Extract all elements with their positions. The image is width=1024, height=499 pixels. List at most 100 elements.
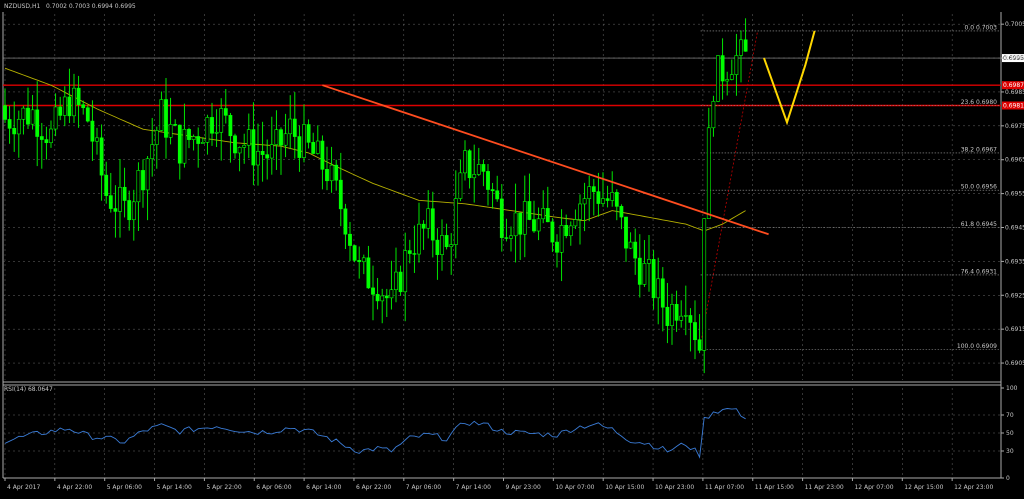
candle-body	[476, 164, 481, 175]
rsi-label: RSI(14) 68.0647	[4, 386, 53, 393]
rsi-tick-label: 0	[1006, 475, 1010, 482]
candle-body	[688, 315, 693, 323]
candle-body	[99, 137, 104, 176]
candle-body	[440, 235, 444, 255]
rsi-tick-label: 30	[1006, 448, 1014, 455]
y-tick-label: 0.6995	[1005, 55, 1024, 62]
candle-body	[237, 147, 242, 154]
candle-body	[729, 74, 734, 80]
candle-body	[573, 219, 578, 227]
candle-body	[407, 250, 412, 254]
candle-body	[150, 144, 155, 160]
candle-body	[292, 118, 297, 137]
candle-body	[463, 150, 467, 174]
x-tick-label: 6 Apr 14:00	[306, 484, 341, 491]
candle-body	[624, 216, 628, 249]
x-tick-label: 10 Apr 15:00	[605, 484, 644, 491]
candle-body	[697, 339, 702, 351]
candle-body	[72, 87, 76, 117]
time-axis[interactable]: 4 Apr 2017 4 Apr 22:00 5 Apr 06:00 5 Apr 14…	[4, 478, 993, 491]
candle-body	[85, 107, 90, 122]
candle-body	[490, 189, 495, 192]
level-price-label: 0.6987	[1003, 82, 1024, 89]
candle-body	[481, 164, 486, 172]
candle-body	[499, 198, 504, 238]
candle-body	[743, 39, 748, 52]
candle-body	[486, 171, 490, 190]
candle-body	[702, 218, 707, 351]
candle-body	[536, 218, 541, 232]
candle-body	[509, 235, 513, 239]
fibonacci-retracement[interactable]: 0.0 0.7003 23.6 0.6980 38.2 0.6967 50.0 0.6…	[699, 24, 999, 350]
candle-body	[421, 223, 426, 229]
candle-body	[725, 79, 730, 82]
level-price-label: 0.6981	[1003, 103, 1024, 110]
candle-body	[366, 257, 371, 289]
candle-body	[122, 186, 127, 201]
candle-body	[642, 263, 647, 285]
fib-level-label: 23.6 0.6980	[961, 99, 997, 106]
candle-body	[513, 212, 518, 237]
candle-body	[403, 250, 408, 293]
candle-body	[325, 169, 329, 182]
fib-level-label: 0.0 0.7003	[965, 24, 998, 31]
fib-level-label: 38.2 0.6967	[961, 146, 997, 153]
y-tick-label: 0.6975	[1005, 123, 1024, 130]
candle-body	[555, 241, 559, 253]
x-tick-label: 12 Apr 07:00	[854, 484, 893, 491]
ohlc-label: 0.7002 0.7003 0.6994 0.6995	[46, 3, 136, 10]
level-price-box	[1002, 101, 1024, 110]
fib-level-label: 100.0 0.6909	[957, 343, 997, 350]
candle-body	[67, 96, 72, 117]
candle-body	[306, 124, 311, 143]
current-price-label: 0.6995	[1003, 55, 1024, 62]
candle-body	[164, 99, 168, 138]
candle-body	[214, 131, 219, 134]
x-tick-label: 11 Apr 15:00	[755, 484, 794, 491]
candle-body	[394, 271, 398, 291]
candle-body	[674, 304, 679, 321]
x-tick-label: 7 Apr 06:00	[406, 484, 441, 491]
trendline[interactable]	[322, 84, 769, 236]
rsi-line	[4, 408, 746, 459]
candle-body	[145, 158, 150, 191]
candle-body	[315, 140, 320, 154]
x-tick-label: 10 Apr 23:00	[655, 484, 694, 491]
candle-body	[39, 136, 44, 140]
candle-body	[647, 259, 651, 264]
x-tick-label: 5 Apr 22:00	[206, 484, 241, 491]
candle-body	[449, 244, 454, 248]
candle-body	[380, 295, 385, 302]
x-tick-label: 11 Apr 23:00	[805, 484, 844, 491]
candle-body	[564, 225, 569, 237]
candle-body	[104, 174, 109, 196]
x-tick-label: 6 Apr 06:00	[256, 484, 291, 491]
forecast-path	[763, 30, 816, 126]
candle-body	[637, 257, 642, 285]
candle-body	[58, 106, 63, 116]
price-axis[interactable]: 0.7005 0.6995 0.6985 0.6975 0.6965 0.6955 0.69…	[1001, 21, 1024, 367]
candle-body	[651, 259, 656, 299]
candle-body	[159, 99, 164, 131]
candle-body	[568, 225, 573, 237]
candle-body	[683, 315, 688, 317]
candle-body	[334, 164, 339, 181]
candle-body	[16, 118, 21, 135]
candle-body	[619, 206, 624, 218]
candle-body	[633, 241, 638, 259]
y-tick-label: 0.7005	[1005, 21, 1024, 28]
fib-diagonal	[699, 30, 758, 350]
fib-level-label: 50.0 0.6956	[961, 184, 997, 191]
candle-body	[242, 144, 247, 148]
candle-body	[108, 195, 113, 209]
candle-body	[665, 306, 670, 326]
candle-body	[417, 223, 421, 255]
candle-body	[518, 212, 523, 235]
candle-body	[389, 289, 394, 299]
y-tick-label: 0.6915	[1005, 326, 1024, 333]
candle-body	[375, 294, 380, 302]
candle-body	[614, 192, 619, 207]
candle-body	[545, 208, 550, 223]
